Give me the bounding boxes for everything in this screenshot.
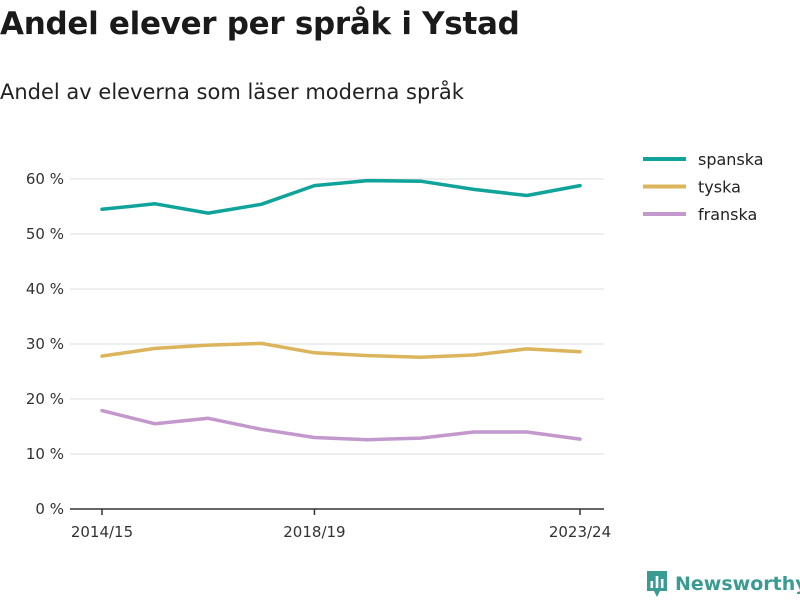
line-chart: 0 % 10 % 20 % 30 % 40 % 50 % 60 % 2014/15 2018/1… (26, 150, 764, 541)
legend-label-spanska: spanska (698, 150, 764, 169)
y-tick-label: 30 % (26, 335, 64, 353)
y-tick-label: 20 % (26, 390, 64, 408)
series-line-franska (100, 408, 582, 442)
legend-label-tyska: tyska (698, 178, 741, 197)
y-tick-label: 10 % (26, 445, 64, 463)
series-line-tyska (100, 341, 582, 359)
y-tick-label: 50 % (26, 225, 64, 243)
x-tick-label: 2018/19 (283, 523, 345, 541)
y-tick-label: 60 % (26, 170, 64, 188)
brand-name: Newsworthy (675, 573, 800, 595)
x-tick-label: 2023/24 (549, 523, 611, 541)
y-tick-label: 40 % (26, 280, 64, 298)
chart-subtitle: Andel av eleverna som läser moderna språ… (0, 80, 464, 104)
y-tick-label: 0 % (35, 500, 64, 518)
chart-title: Andel elever per språk i Ystad (0, 6, 520, 42)
newsworthy-logo-icon (647, 571, 667, 597)
brand-logo: Newsworthy (645, 568, 800, 600)
series-line-spanska (100, 178, 582, 215)
x-tick-label: 2014/15 (71, 523, 133, 541)
legend-label-franska: franska (698, 205, 757, 224)
